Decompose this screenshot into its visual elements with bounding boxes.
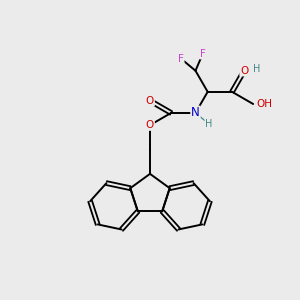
Text: H: H (253, 64, 260, 74)
Text: O: O (240, 66, 248, 76)
Text: OH: OH (256, 99, 272, 109)
Text: F: F (200, 49, 206, 58)
Text: O: O (146, 96, 154, 106)
Text: O: O (146, 120, 154, 130)
Text: N: N (191, 106, 200, 119)
Text: H: H (205, 119, 213, 129)
Text: F: F (178, 53, 184, 64)
